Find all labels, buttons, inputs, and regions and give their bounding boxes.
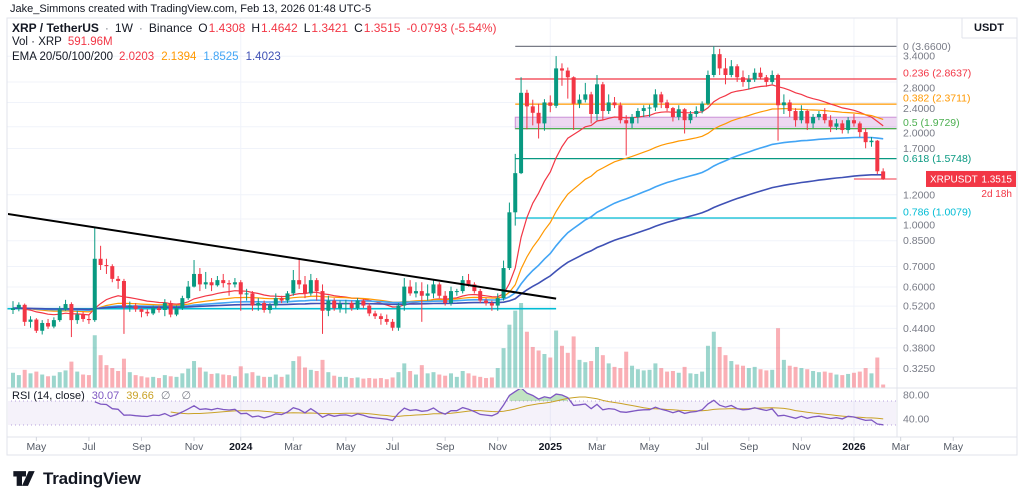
- svg-text:Nov: Nov: [488, 441, 507, 453]
- svg-text:1.2000: 1.2000: [903, 189, 935, 201]
- svg-text:0.382 (2.3711): 0.382 (2.3711): [903, 93, 971, 105]
- price-axis-labels: 3.4000 2.8000 2.4000 2.0000 1.7000 1.2000 1.00…: [903, 41, 971, 375]
- ohlc-open: O 1.4308: [198, 21, 246, 35]
- svg-text:Sep: Sep: [739, 441, 758, 453]
- svg-text:0.4400: 0.4400: [903, 323, 935, 335]
- rsi-ma-line: [170, 396, 884, 420]
- descending-trendline: [8, 212, 557, 300]
- svg-text:2025: 2025: [539, 441, 563, 453]
- svg-text:Sep: Sep: [132, 441, 151, 453]
- price-scale[interactable]: [897, 18, 1017, 437]
- volume-label: Vol · XRP: [12, 36, 62, 48]
- svg-text:0.5200: 0.5200: [903, 301, 935, 313]
- separator-dot: ·: [104, 21, 109, 35]
- ema-200-line: [12, 174, 884, 311]
- bar-countdown: 2d 18h: [981, 189, 1012, 200]
- rsi-pane: [8, 389, 896, 426]
- ema200-value: 1.4023: [245, 51, 281, 63]
- ohlc-high: H 1.4642: [251, 21, 298, 35]
- candlesticks: [11, 46, 886, 338]
- svg-text:0.3800: 0.3800: [903, 342, 935, 354]
- svg-text:0.618 (1.5748): 0.618 (1.5748): [903, 153, 971, 165]
- svg-text:Mar: Mar: [588, 441, 607, 453]
- ema-label: EMA 20/50/100/200: [12, 51, 114, 63]
- grid-lines: [7, 18, 897, 437]
- ema-50-line: [12, 107, 884, 313]
- ema-values: 2.0203 2.1394 1.8525 1.4023: [119, 51, 281, 63]
- price-scale-currency: USDT: [974, 22, 1004, 34]
- svg-text:Nov: Nov: [185, 441, 204, 453]
- separator-dot: ·: [138, 21, 143, 35]
- svg-text:2024: 2024: [229, 441, 253, 453]
- time-axis-labels: May Jul Sep Nov 2024 Mar May Jul Sep Nov 2025 Mar Ma…: [26, 437, 964, 453]
- ohlc-low: L 1.3421: [303, 21, 349, 35]
- time-scale[interactable]: [7, 437, 1017, 455]
- ema50-value: 2.1394: [161, 51, 197, 63]
- svg-text:0.5 (1.9729): 0.5 (1.9729): [903, 117, 960, 129]
- volume-bars: [11, 303, 886, 388]
- rsi-legend-row[interactable]: RSI (14, close) 30.07 39.66 ∅ ∅: [12, 389, 195, 402]
- svg-text:Mar: Mar: [892, 441, 911, 453]
- svg-text:May: May: [943, 441, 964, 453]
- svg-text:2.0000: 2.0000: [903, 127, 935, 139]
- svg-text:Jul: Jul: [695, 441, 708, 453]
- svg-text:May: May: [640, 441, 661, 453]
- interval-label: 1W: [114, 21, 133, 35]
- svg-text:0.786 (1.0079): 0.786 (1.0079): [903, 207, 971, 219]
- svg-text:2.4000: 2.4000: [903, 103, 935, 115]
- svg-text:0 (3.6600): 0 (3.6600): [903, 41, 951, 53]
- volume-value: 591.96M: [67, 36, 113, 48]
- volume-legend-row[interactable]: Vol · XRP 591.96M: [12, 36, 497, 51]
- svg-text:May: May: [26, 441, 47, 453]
- svg-text:1.0000: 1.0000: [903, 220, 935, 232]
- svg-text:Jul: Jul: [386, 441, 399, 453]
- rsi-axis-label: 80.00: [903, 390, 929, 402]
- chart-frame: [6, 17, 1018, 456]
- svg-text:0.236 (2.8637): 0.236 (2.8637): [903, 68, 971, 80]
- tradingview-logo-link[interactable]: TradingView: [12, 469, 141, 489]
- svg-text:2.8000: 2.8000: [903, 83, 935, 95]
- svg-text:1.3515: 1.3515: [981, 174, 1012, 185]
- ema100-value: 1.8525: [203, 51, 239, 63]
- svg-text:Nov: Nov: [792, 441, 811, 453]
- ema-lines: [12, 84, 884, 316]
- footer: TradingView: [0, 458, 1024, 499]
- ema-legend-row[interactable]: EMA 20/50/100/200 2.0203 2.1394 1.8525 1…: [12, 51, 497, 66]
- supply-zone: [514, 116, 898, 130]
- symbol-title: XRP / TetherUS: [12, 21, 99, 35]
- ema20-value: 2.0203: [119, 51, 155, 63]
- rsi-value: 30.07: [91, 390, 120, 402]
- svg-text:1.7000: 1.7000: [903, 143, 935, 155]
- rsi-ma-value: 39.66: [126, 390, 154, 402]
- last-price-badge: XRPUSDT1.3515 2d 18h: [926, 170, 1016, 200]
- brand-name: TradingView: [43, 468, 141, 488]
- tradingview-logo-icon: [13, 471, 35, 486]
- rsi-hidden-plots: ∅ ∅: [160, 390, 196, 402]
- svg-text:Sep: Sep: [436, 441, 455, 453]
- svg-text:0.6000: 0.6000: [903, 282, 935, 294]
- svg-text:0.8500: 0.8500: [903, 235, 935, 247]
- exchange-label: Binance: [148, 21, 193, 35]
- rsi-line: [94, 389, 884, 426]
- svg-text:2026: 2026: [842, 441, 866, 453]
- svg-text:XRPUSDT: XRPUSDT: [930, 174, 978, 185]
- rsi-axis-label: 40.00: [903, 414, 929, 426]
- svg-text:0.7000: 0.7000: [903, 261, 935, 273]
- ema-100-line: [12, 136, 884, 312]
- rsi-label: RSI (14, close): [12, 390, 85, 402]
- svg-text:Jul: Jul: [82, 441, 95, 453]
- svg-text:3.4000: 3.4000: [903, 51, 935, 63]
- fib-retracement: [515, 45, 897, 219]
- svg-text:0.3250: 0.3250: [903, 363, 935, 375]
- ohlc-close: C 1.3515: [354, 21, 401, 35]
- svg-text:May: May: [336, 441, 357, 453]
- svg-text:Mar: Mar: [284, 441, 303, 453]
- change-value: -0.0793 (-5.54%): [406, 21, 497, 35]
- attribution-text: Jake_Simmons created with TradingView.co…: [10, 3, 372, 15]
